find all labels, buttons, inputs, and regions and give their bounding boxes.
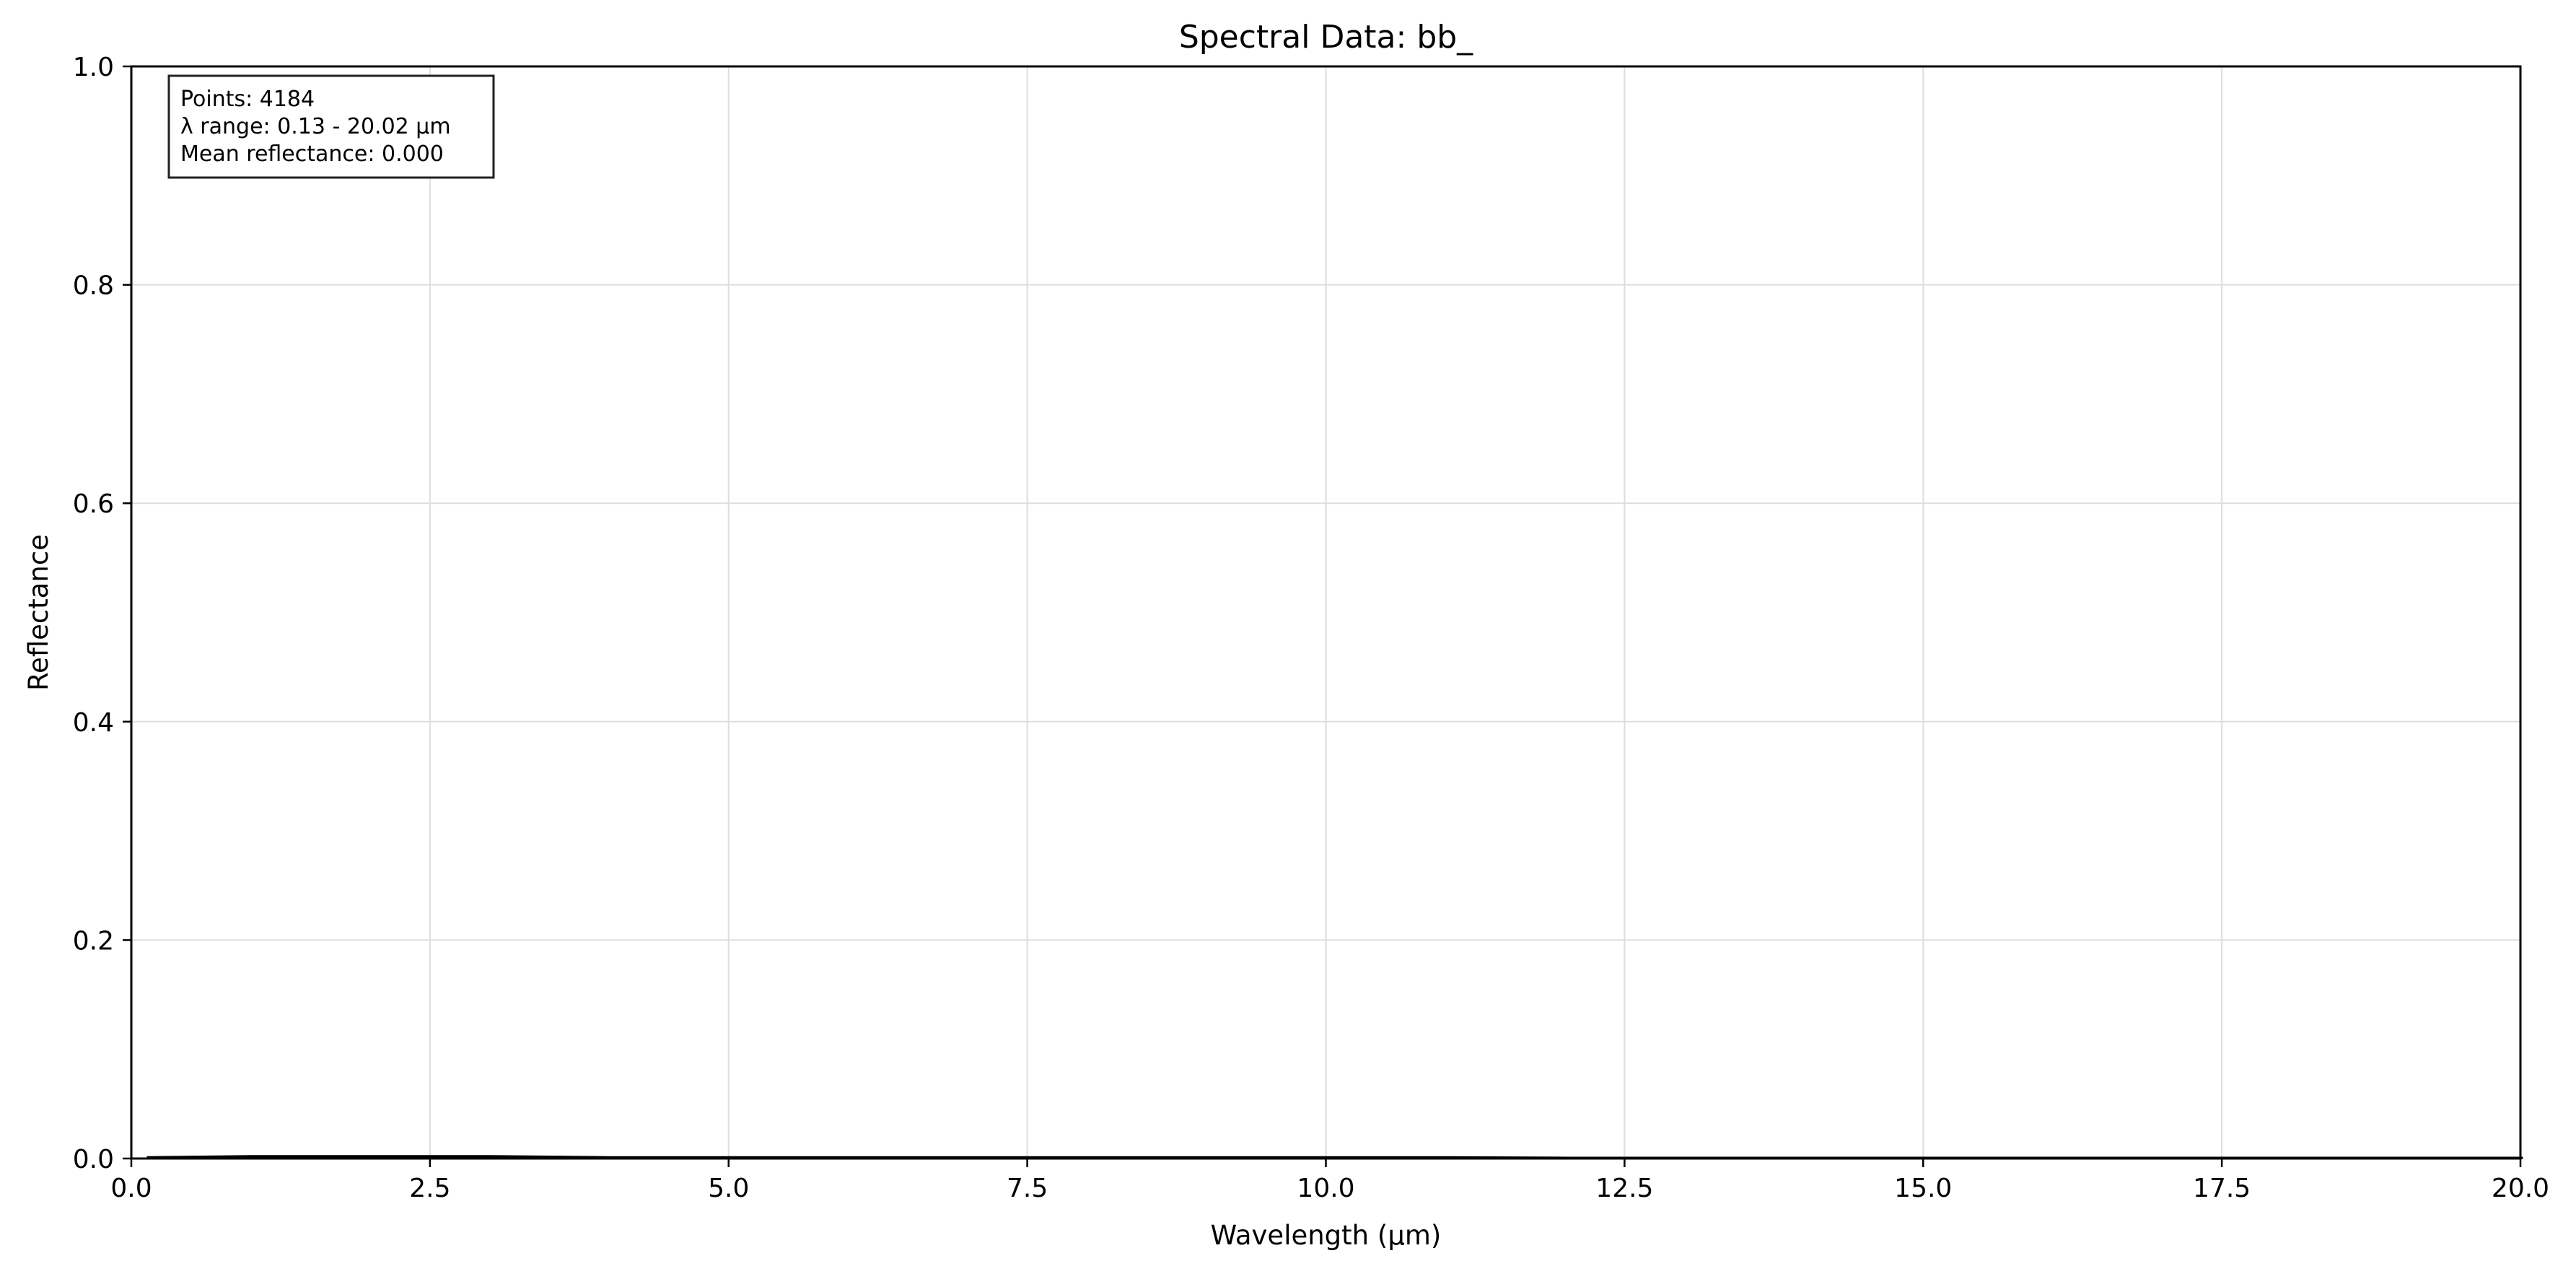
y-tick-label: 0.6	[73, 489, 114, 519]
stats-box-frame	[167, 74, 495, 179]
y-tick-label: 1.0	[73, 53, 114, 82]
stats-wavelength-range: λ range: 0.13 - 20.02 µm	[180, 114, 451, 139]
y-axis-label: Reflectance	[23, 534, 54, 691]
y-tick-label: 0.8	[73, 271, 114, 301]
x-tick-label: 7.5	[1007, 1174, 1048, 1203]
x-tick-label: 2.5	[409, 1174, 450, 1203]
x-tick-label: 17.5	[2193, 1174, 2251, 1203]
x-tick-label: 15.0	[1894, 1174, 1952, 1203]
x-tick-label: 0.0	[110, 1174, 152, 1203]
y-tick-label: 0.2	[73, 926, 114, 956]
x-tick-label: 20.0	[2492, 1174, 2549, 1203]
y-tick-label: 0.4	[73, 708, 114, 738]
y-tick-label: 0.0	[73, 1145, 114, 1174]
stats-mean-reflectance: Mean reflectance: 0.000	[180, 141, 444, 167]
x-tick-label: 10.0	[1297, 1174, 1354, 1203]
stats-points: Points: 4184	[180, 87, 315, 112]
stats-box: Points: 4184 λ range: 0.13 - 20.02 µm Me…	[167, 74, 495, 179]
chart-title: Spectral Data: bb_	[1179, 19, 1473, 56]
ticks: 0.0 2.5 5.0 7.5 10.0 12.5 15.0 17.5 20.0 0.0 0.2 0.…	[73, 53, 2549, 1203]
x-tick-label: 5.0	[708, 1174, 749, 1203]
x-axis-label: Wavelength (µm)	[1211, 1220, 1442, 1251]
x-tick-label: 12.5	[1595, 1174, 1653, 1203]
